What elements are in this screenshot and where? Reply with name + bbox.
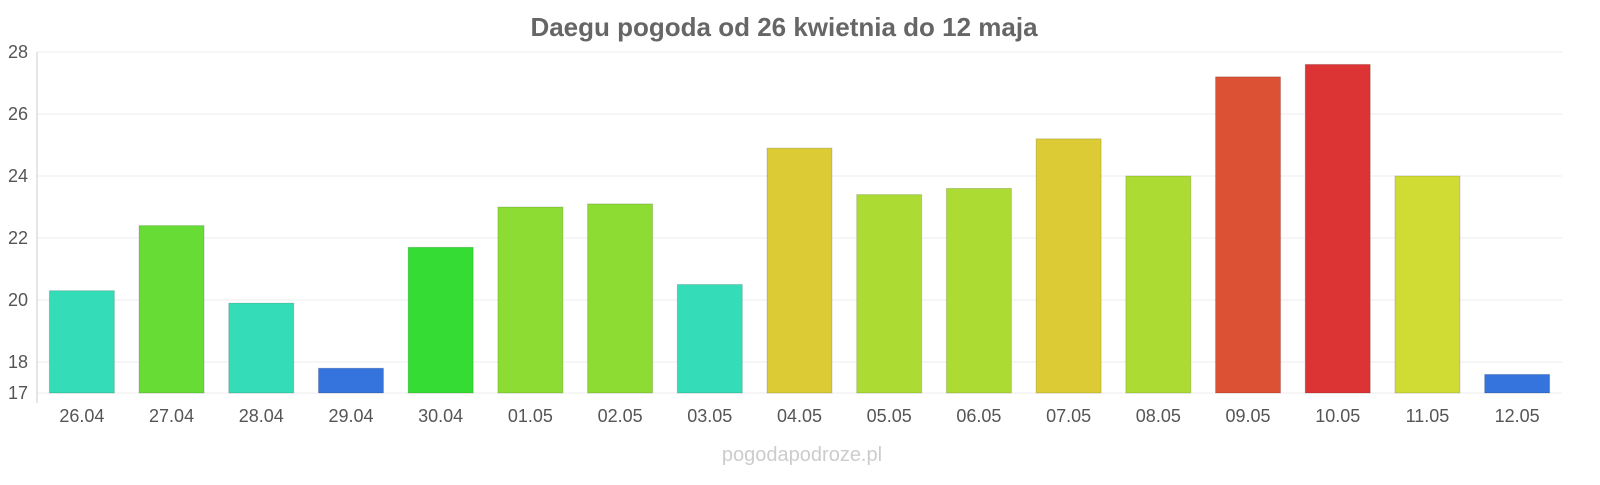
x-tick-label: 28.04	[239, 406, 284, 426]
x-tick-label: 11.05	[1406, 406, 1450, 426]
bar-06.05	[945, 187, 1012, 394]
bar-10.05	[1304, 63, 1371, 394]
bar-30.04	[407, 246, 474, 394]
y-tick-label: 26	[8, 104, 28, 124]
x-tick-label: 08.05	[1136, 406, 1181, 426]
x-tick-label: 29.04	[328, 406, 373, 426]
bar-01.05	[497, 206, 564, 394]
chart-title: Daegu pogoda od 26 kwietnia do 12 maja	[530, 12, 1038, 42]
bar-07.05	[1035, 138, 1102, 394]
watermark: pogodapodroze.pl	[722, 444, 882, 466]
x-tick-label: 27.04	[149, 406, 194, 426]
bar-03.05	[676, 284, 743, 394]
bar-11.05	[1394, 175, 1461, 394]
y-tick-label: 22	[8, 228, 28, 248]
bar-26.04	[48, 290, 115, 394]
x-tick-label: 06.05	[956, 406, 1001, 426]
bar-27.04	[138, 225, 205, 394]
x-tick-label: 09.05	[1226, 406, 1271, 426]
x-tick-label: 12.05	[1495, 406, 1540, 426]
y-tick-label: 20	[8, 290, 28, 310]
x-tick-label: 30.04	[418, 406, 463, 426]
x-tick-label: 02.05	[598, 406, 643, 426]
y-tick-label: 28	[8, 42, 28, 62]
bar-28.04	[228, 302, 295, 394]
bar-05.05	[856, 194, 923, 394]
bar-08.05	[1125, 175, 1192, 394]
x-tick-label: 03.05	[687, 406, 732, 426]
y-tick-label: 18	[8, 352, 28, 372]
bar-12.05	[1484, 373, 1551, 394]
x-tick-label: 04.05	[777, 406, 822, 426]
bar-29.04	[317, 367, 384, 394]
x-tick-label: 07.05	[1046, 406, 1091, 426]
y-tick-label: 17	[8, 383, 28, 403]
bar-09.05	[1215, 76, 1282, 394]
bar-04.05	[766, 147, 833, 394]
y-tick-label: 24	[8, 166, 28, 186]
bar-02.05	[587, 203, 654, 394]
x-tick-label: 05.05	[867, 406, 912, 426]
x-tick-label: 10.05	[1315, 406, 1360, 426]
x-tick-label: 26.04	[59, 406, 104, 426]
x-tick-label: 01.05	[508, 406, 553, 426]
